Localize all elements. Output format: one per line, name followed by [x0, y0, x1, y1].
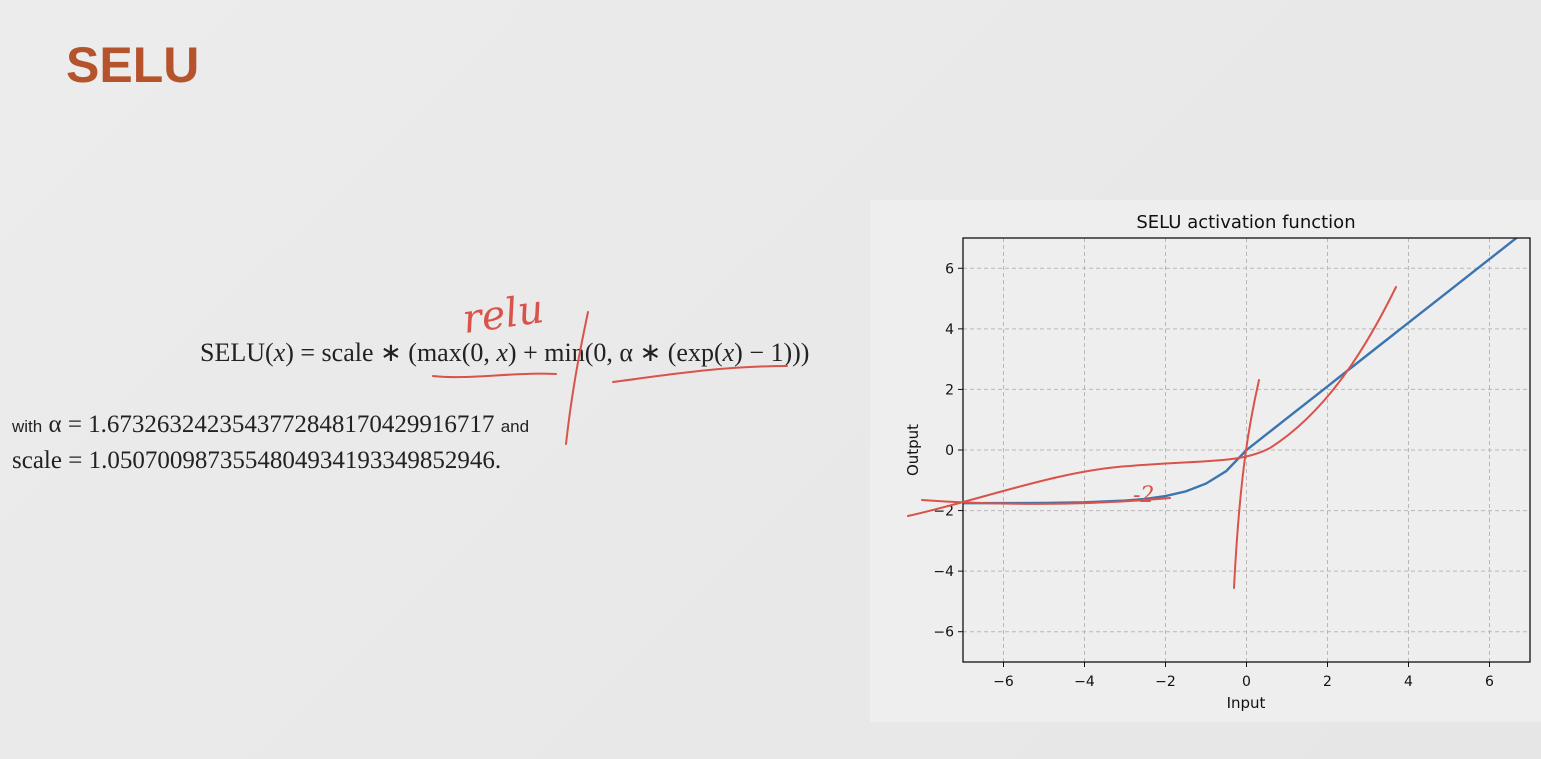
formula-tail: ) − 1))) — [734, 338, 810, 367]
chart-title: SELU activation function — [1136, 212, 1355, 233]
y-tick-label: 2 — [945, 382, 954, 398]
chart-ticks: −6 −4 −2 0 2 4 6 −6 −4 −2 0 2 4 6 — [933, 261, 1494, 690]
x-axis-label: Input — [1227, 694, 1266, 712]
scale-line: scale = 1.050700987355480493419334985294… — [12, 447, 502, 474]
and-word: and — [500, 417, 530, 436]
y-tick-label: 4 — [945, 322, 954, 338]
selu-chart: SELU activation function −6 −4 −2 0 2 4 6−6−4−… — [904, 212, 1531, 712]
x-tick-label: 2 — [1323, 674, 1332, 690]
parameter-definitions: with α = 1.67326324235437728481704299167… — [12, 408, 529, 478]
slide-title: SELU — [66, 37, 200, 93]
ink-underline-exp — [612, 365, 788, 383]
ink-underline-max — [432, 372, 557, 379]
y-tick-label: −2 — [933, 504, 954, 520]
x-tick-label: 4 — [1404, 674, 1413, 690]
x-tick-label: 6 — [1485, 674, 1494, 690]
y-tick-label: −4 — [933, 564, 954, 580]
y-tick-label: 0 — [945, 443, 954, 459]
ink-divider-stroke — [565, 311, 589, 445]
chart-panel: SELU activation function −6 −4 −2 0 2 4 6 −6 −4−… — [870, 200, 1541, 722]
x-tick-label: −4 — [1074, 674, 1095, 690]
x-tick-label: −2 — [1155, 674, 1176, 690]
y-tick-label: −6 — [933, 625, 954, 641]
selu-series-line — [963, 238, 1519, 505]
x-tick-label: 0 — [1242, 674, 1251, 690]
with-word: with — [12, 417, 43, 436]
alpha-line: with α = 1.67326324235437728481704299167… — [12, 408, 529, 444]
x-tick-label: −6 — [993, 674, 1014, 690]
chart-series — [963, 238, 1519, 505]
y-tick-label: 6 — [945, 261, 954, 277]
formula-max-var: x — [496, 338, 508, 367]
alpha-value: α = 1.6732632423543772848170429916717 — [42, 411, 501, 438]
y-axis-label: Output — [904, 424, 922, 476]
selu-formula: SELU(x) = scale ∗ (max(0, x) + min(0, α … — [200, 338, 809, 368]
formula-scale-part: ) = scale ∗ (max(0, — [285, 338, 497, 367]
ink-relu-label: relu — [460, 286, 547, 343]
formula-lhs: SELU( — [200, 338, 274, 367]
formula-exp-var: x — [722, 338, 735, 367]
formula-lhs-var: x — [273, 338, 286, 367]
formula-min-part: ) + min(0, α ∗ (exp( — [507, 338, 723, 367]
